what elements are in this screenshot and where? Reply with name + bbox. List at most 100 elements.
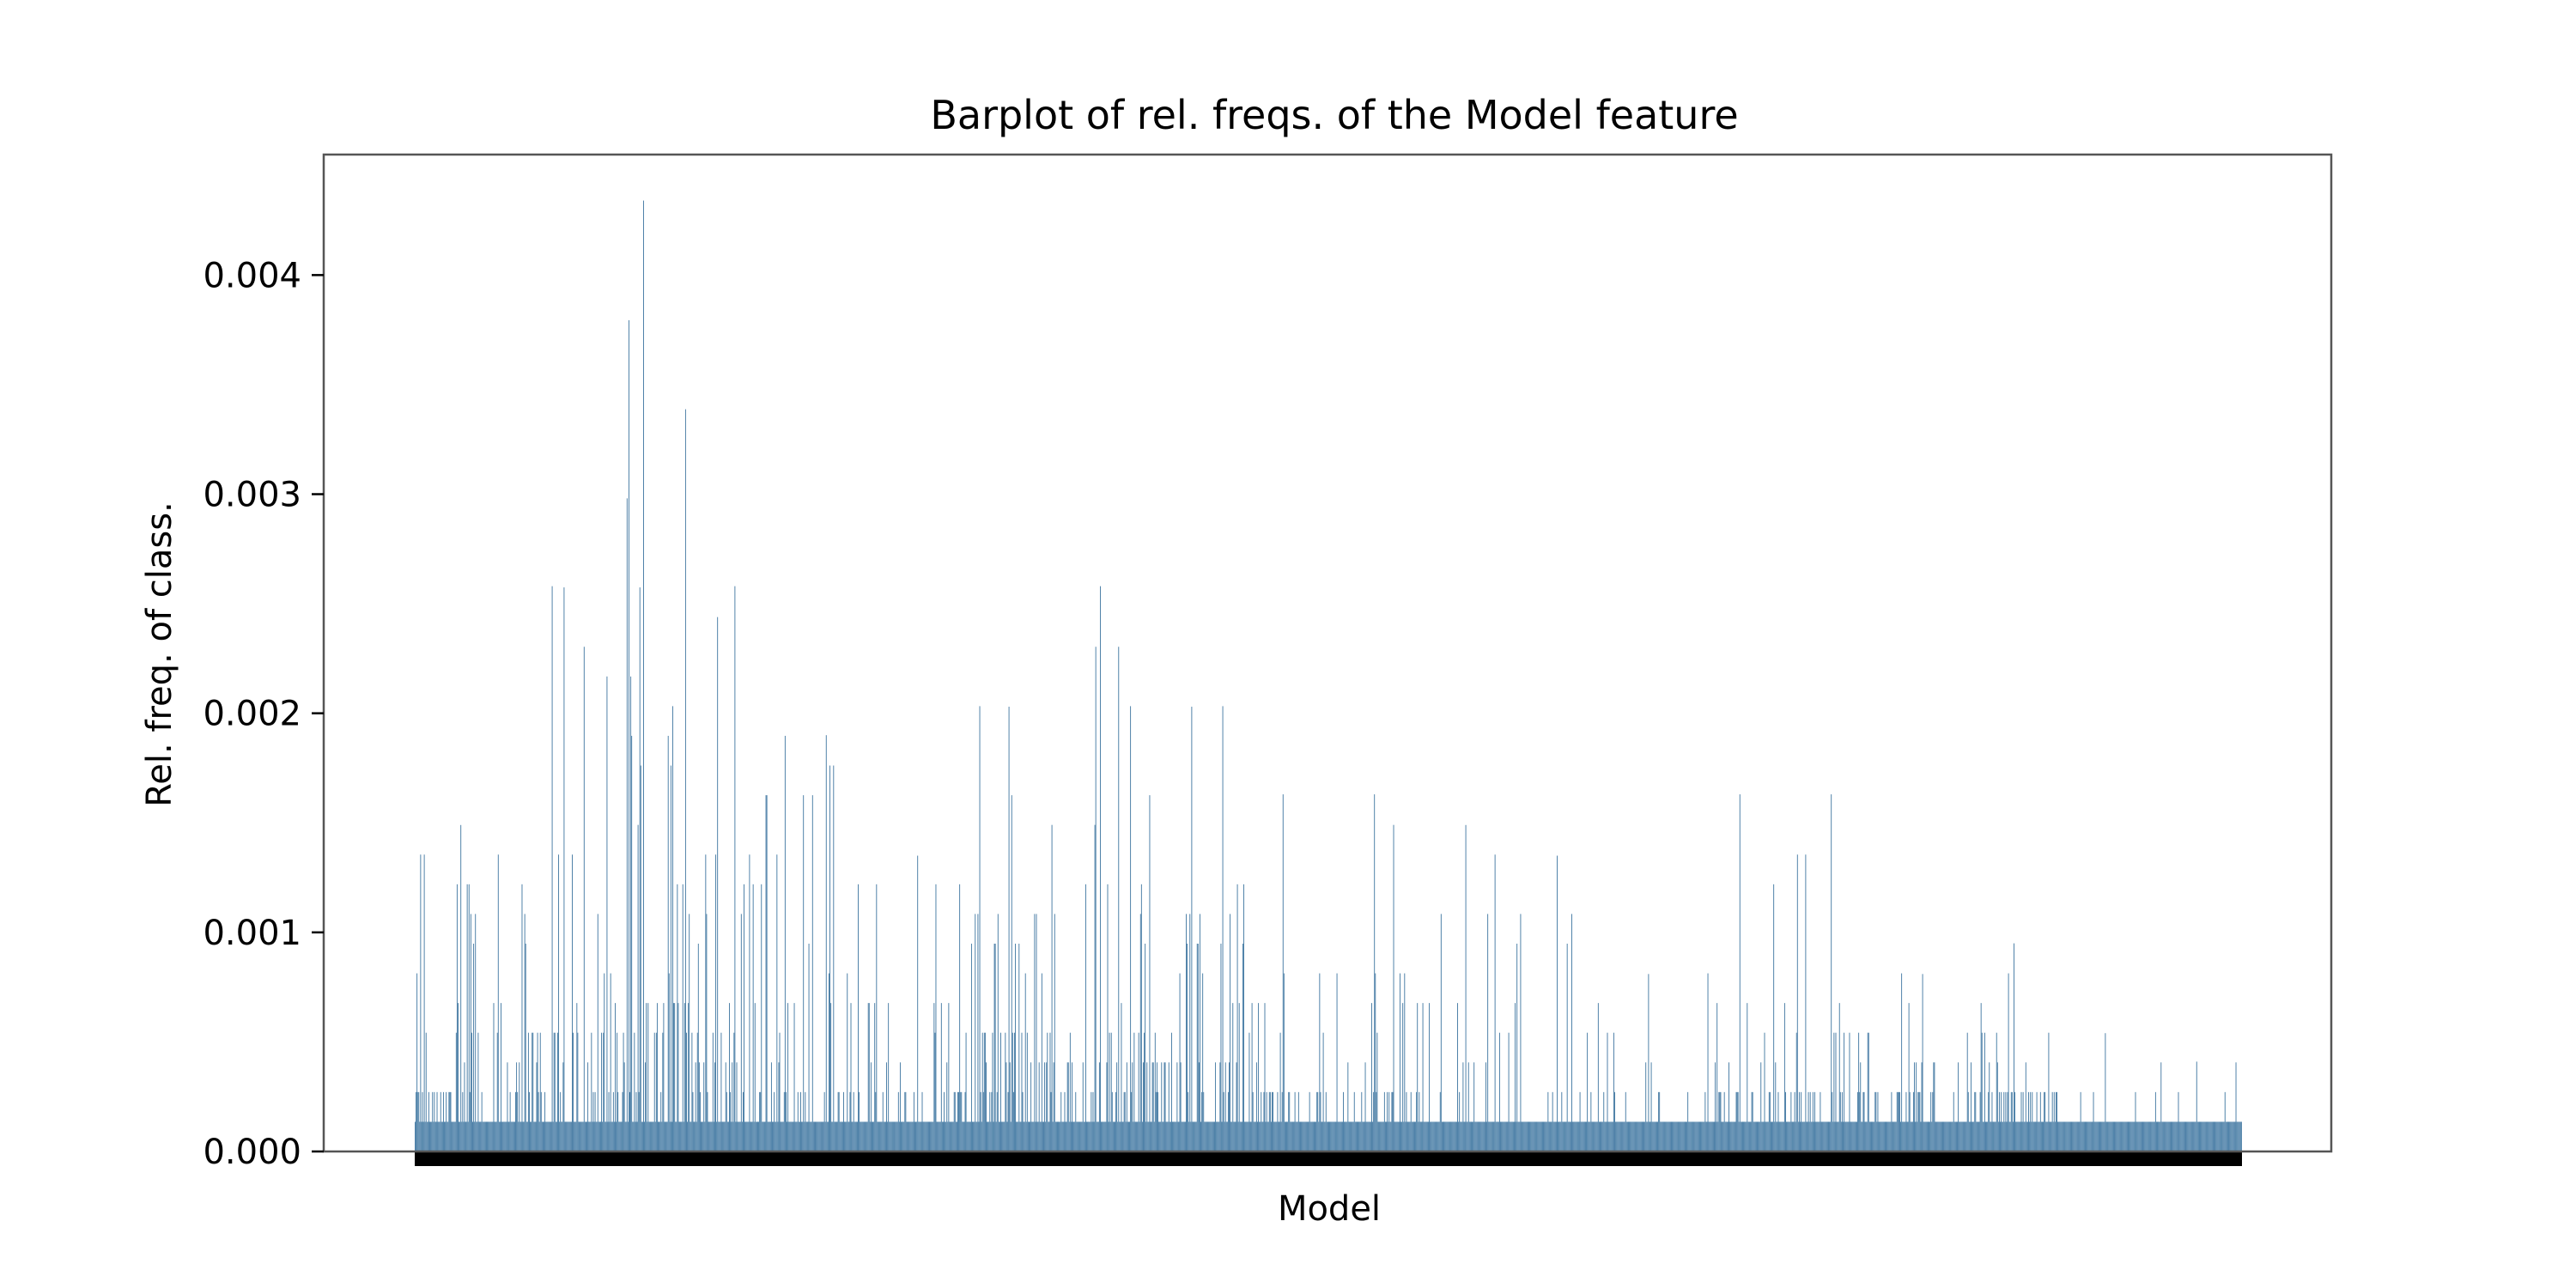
bar: [2073, 1121, 2075, 1151]
y-tick-label: 0.001: [203, 914, 301, 953]
bar: [1503, 1121, 1504, 1151]
bar: [1653, 1121, 1655, 1151]
bar: [574, 1121, 576, 1151]
bar: [1279, 1121, 1280, 1151]
bar: [1166, 1121, 1168, 1151]
bar: [1522, 1121, 1523, 1151]
bar: [692, 1091, 694, 1151]
bar: [1640, 1121, 1642, 1151]
bar: [1673, 1121, 1674, 1151]
bar: [415, 1121, 416, 1151]
bar: [1604, 1121, 1606, 1151]
bar: [1149, 795, 1151, 1151]
bar: [1540, 1121, 1541, 1151]
bar: [516, 1062, 518, 1151]
bar: [1748, 1121, 1750, 1151]
bar: [1982, 1121, 1984, 1151]
bar: [2083, 1121, 2085, 1151]
bar: [1239, 1121, 1241, 1151]
bar: [1846, 1121, 1848, 1151]
chart-title: Barplot of rel. freqs. of the Model feat…: [930, 92, 1738, 138]
bar: [969, 1121, 971, 1151]
bar: [430, 1121, 432, 1151]
bar: [1741, 1121, 1743, 1151]
bar: [1820, 1121, 1822, 1151]
bar: [1931, 1121, 1933, 1151]
bar: [2057, 1121, 2059, 1151]
bar: [454, 1121, 456, 1151]
bar: [2002, 1121, 2004, 1151]
bar: [1291, 1121, 1293, 1151]
bar: [1366, 1121, 1368, 1151]
bar: [1725, 1121, 1727, 1151]
bar: [1590, 1091, 1592, 1151]
bar: [1059, 1121, 1060, 1151]
bar: [1807, 1121, 1808, 1151]
bar: [1942, 1121, 1943, 1151]
bar: [1737, 1091, 1739, 1151]
bar: [967, 1121, 969, 1151]
bar: [940, 1003, 942, 1151]
bar: [2036, 1091, 2038, 1151]
bar: [959, 884, 961, 1151]
bar: [729, 1003, 730, 1151]
bar: [566, 1121, 568, 1151]
bar: [479, 1121, 481, 1151]
bar: [1875, 1091, 1877, 1151]
bar: [1061, 1121, 1063, 1151]
bar: [875, 1091, 877, 1151]
bar: [1992, 1121, 1994, 1151]
bar: [1597, 1003, 1599, 1151]
bar: [1306, 1121, 1308, 1151]
bar: [762, 1121, 764, 1151]
bar: [997, 914, 999, 1151]
bar: [637, 824, 639, 1151]
bar: [1844, 1121, 1846, 1151]
bar: [1026, 1032, 1028, 1151]
bar: [1063, 1121, 1065, 1151]
bar: [1350, 1121, 1352, 1151]
bar: [1526, 1121, 1528, 1151]
bar: [1375, 973, 1376, 1151]
bar: [1533, 1121, 1534, 1151]
bar: [1720, 1091, 1722, 1151]
bar: [1626, 1121, 1628, 1151]
bar: [1289, 1091, 1291, 1151]
bar: [2066, 1121, 2068, 1151]
bar: [775, 1121, 777, 1151]
bar: [809, 1121, 811, 1151]
bar: [2132, 1121, 2134, 1151]
bar: [1787, 1121, 1789, 1151]
bar: [2136, 1121, 2137, 1151]
bar: [1580, 1121, 1582, 1151]
bar: [1332, 1121, 1334, 1151]
bar: [939, 1121, 940, 1151]
bar: [554, 1032, 556, 1151]
bar: [2053, 1091, 2055, 1151]
bar: [2038, 1121, 2040, 1151]
bar: [1886, 1121, 1888, 1151]
bar: [931, 1121, 933, 1151]
bar: [731, 1121, 732, 1151]
bar: [769, 1121, 771, 1151]
bar: [1835, 1032, 1837, 1151]
bar: [754, 1003, 756, 1151]
bar: [2089, 1121, 2091, 1151]
bar: [1773, 884, 1775, 1151]
bar: [1944, 1121, 1946, 1151]
bar: [1961, 1121, 1963, 1151]
bar: [1933, 1062, 1935, 1151]
bar: [944, 1091, 945, 1151]
bar: [1880, 1121, 1882, 1151]
bar: [996, 1091, 998, 1151]
bar: [759, 1091, 761, 1151]
bar: [625, 1121, 627, 1151]
bar: [1857, 1091, 1859, 1151]
bar: [1055, 1121, 1057, 1151]
bar: [858, 884, 859, 1151]
bar: [2096, 1121, 2098, 1151]
bar: [466, 884, 468, 1151]
bar: [870, 1062, 872, 1151]
bar: [1792, 1121, 1794, 1151]
bar: [1616, 1121, 1618, 1151]
